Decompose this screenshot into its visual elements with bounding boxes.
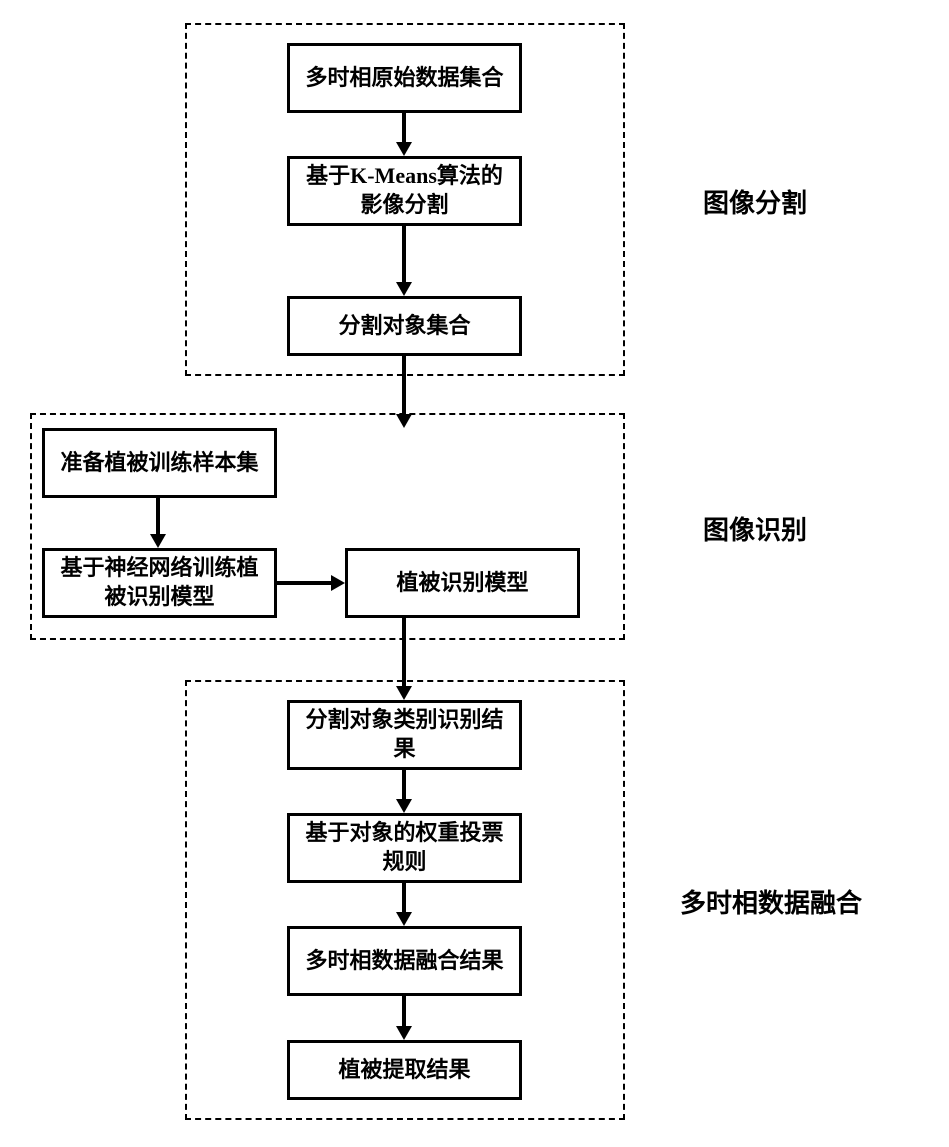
box-class-result: 分割对象类别识别结果: [287, 700, 522, 770]
arrow-head-down: [396, 799, 412, 813]
arrow-head-right: [331, 575, 345, 591]
label-recognition: 图像识别: [703, 510, 807, 547]
box-kmeans: 基于K-Means算法的影像分割: [287, 156, 522, 226]
arrow-line: [156, 498, 160, 536]
arrow-line: [402, 618, 406, 688]
arrow-line: [402, 883, 406, 914]
label-fusion: 多时相数据融合: [680, 883, 862, 920]
arrow-line: [402, 996, 406, 1028]
box-veg-model: 植被识别模型: [345, 548, 580, 618]
box-raw-data: 多时相原始数据集合: [287, 43, 522, 113]
arrow-line: [402, 770, 406, 801]
arrow-line: [277, 581, 333, 585]
arrow-line: [402, 113, 406, 144]
arrow-head-down: [396, 686, 412, 700]
box-train-samples: 准备植被训练样本集: [42, 428, 277, 498]
box-fusion-result: 多时相数据融合结果: [287, 926, 522, 996]
arrow-head-down: [396, 912, 412, 926]
arrow-head-down: [396, 142, 412, 156]
arrow-head-down: [396, 414, 412, 428]
label-segmentation: 图像分割: [703, 183, 807, 220]
box-nn-train: 基于神经网络训练植被识别模型: [42, 548, 277, 618]
arrow-line: [402, 356, 406, 416]
arrow-line: [402, 226, 406, 284]
box-veg-extract: 植被提取结果: [287, 1040, 522, 1100]
arrow-head-down: [396, 1026, 412, 1040]
box-seg-objects: 分割对象集合: [287, 296, 522, 356]
arrow-head-down: [396, 282, 412, 296]
arrow-head-down: [150, 534, 166, 548]
box-weight-vote: 基于对象的权重投票规则: [287, 813, 522, 883]
